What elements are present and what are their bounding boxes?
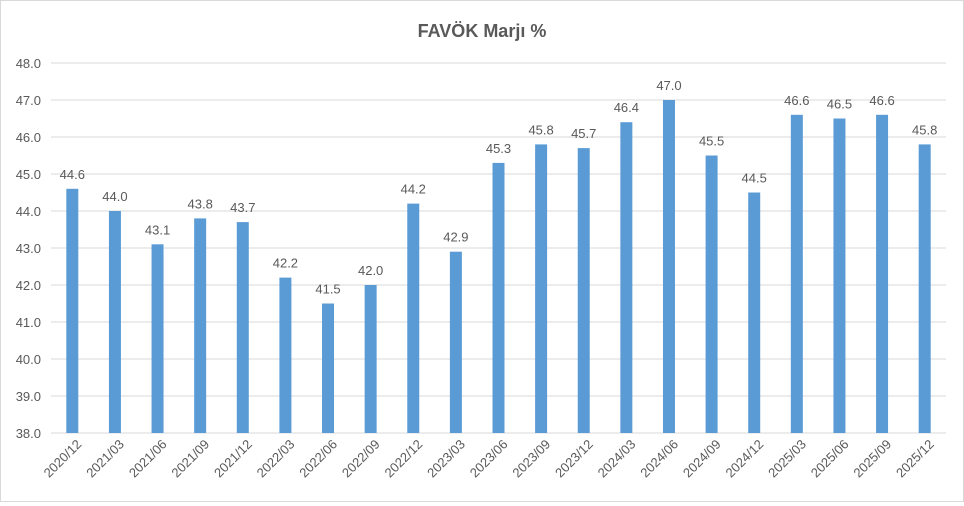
data-label: 45.8: [912, 122, 937, 137]
data-label: 44.0: [102, 189, 127, 204]
bar: [407, 203, 420, 433]
bar: [918, 144, 931, 433]
bar: [449, 251, 462, 433]
chart-title: FAVÖK Marjı %: [418, 21, 547, 41]
data-label: 43.1: [145, 222, 170, 237]
bar: [108, 211, 121, 433]
data-label: 43.8: [188, 196, 213, 211]
data-label: 44.6: [60, 167, 85, 182]
y-tick-label: 42.0: [16, 278, 41, 293]
bar: [790, 114, 803, 434]
bar: [748, 192, 761, 433]
x-tick-label: 2023/03: [424, 437, 468, 481]
bar: [492, 162, 505, 433]
bar: [66, 188, 79, 433]
y-tick-label: 45.0: [16, 167, 41, 182]
x-tick-label: 2022/12: [382, 437, 426, 481]
data-label: 46.5: [827, 97, 852, 112]
x-tick-label: 2022/06: [296, 437, 340, 481]
x-tick-label: 2024/03: [595, 437, 639, 481]
bar: [577, 148, 590, 433]
y-tick-label: 44.0: [16, 204, 41, 219]
data-label: 45.3: [486, 141, 511, 156]
y-tick-label: 47.0: [16, 93, 41, 108]
x-tick-label: 2021/06: [126, 437, 170, 481]
data-label: 46.6: [869, 93, 894, 108]
bars: [66, 100, 931, 434]
bar: [705, 155, 718, 433]
data-label: 42.0: [358, 263, 383, 278]
bar: [662, 100, 675, 433]
x-tick-label: 2023/12: [552, 437, 596, 481]
data-label: 46.6: [784, 93, 809, 108]
data-label: 45.8: [528, 122, 553, 137]
bar: [876, 114, 889, 434]
x-tick-label: 2023/09: [509, 437, 553, 481]
y-axis-ticks: 38.0 39.0 40.0 41.0 42.0 43.0 44.0 45.0 46.0 47.0…: [16, 56, 41, 441]
x-tick-label: 2025/09: [850, 437, 894, 481]
bar: [364, 285, 377, 433]
x-tick-label: 2021/12: [211, 437, 255, 481]
y-tick-label: 41.0: [16, 315, 41, 330]
data-label: 43.7: [230, 200, 255, 215]
x-tick-label: 2020/12: [41, 437, 85, 481]
x-tick-label: 2025/06: [808, 437, 852, 481]
bar: [194, 218, 207, 433]
x-tick-label: 2021/09: [168, 437, 212, 481]
x-tick-label: 2025/12: [893, 437, 937, 481]
bar: [535, 144, 548, 433]
data-label: 46.4: [614, 100, 639, 115]
data-label: 41.5: [315, 282, 340, 297]
x-tick-label: 2024/06: [637, 437, 681, 481]
bar: [279, 277, 292, 433]
x-axis-ticks: 2020/122021/032021/062021/092021/122022/…: [41, 437, 937, 481]
data-label: 47.0: [656, 78, 681, 93]
x-tick-label: 2024/12: [722, 437, 766, 481]
data-label: 42.9: [443, 230, 468, 245]
y-tick-label: 48.0: [16, 56, 41, 71]
data-label: 44.2: [401, 182, 426, 197]
x-tick-label: 2023/06: [467, 437, 511, 481]
bar: [236, 222, 249, 433]
data-label: 44.5: [742, 171, 767, 186]
data-label: 45.5: [699, 134, 724, 149]
x-tick-label: 2025/03: [765, 437, 809, 481]
bar: [620, 122, 633, 433]
data-label: 45.7: [571, 126, 596, 141]
bar: [151, 244, 164, 433]
bar: [833, 118, 846, 433]
y-tick-label: 43.0: [16, 241, 41, 256]
data-labels: 44.6 44.0 43.1 43.8 43.7 42.2 41.5 42.0 44.2 42.9…: [60, 78, 938, 297]
data-label: 42.2: [273, 256, 298, 271]
x-tick-label: 2022/03: [254, 437, 298, 481]
y-tick-label: 39.0: [16, 389, 41, 404]
bar: [322, 303, 335, 433]
x-tick-label: 2021/03: [83, 437, 127, 481]
y-tick-label: 46.0: [16, 130, 41, 145]
y-tick-label: 40.0: [16, 352, 41, 367]
x-tick-label: 2024/09: [680, 437, 724, 481]
x-tick-label: 2022/09: [339, 437, 383, 481]
y-tick-label: 38.0: [16, 426, 41, 441]
